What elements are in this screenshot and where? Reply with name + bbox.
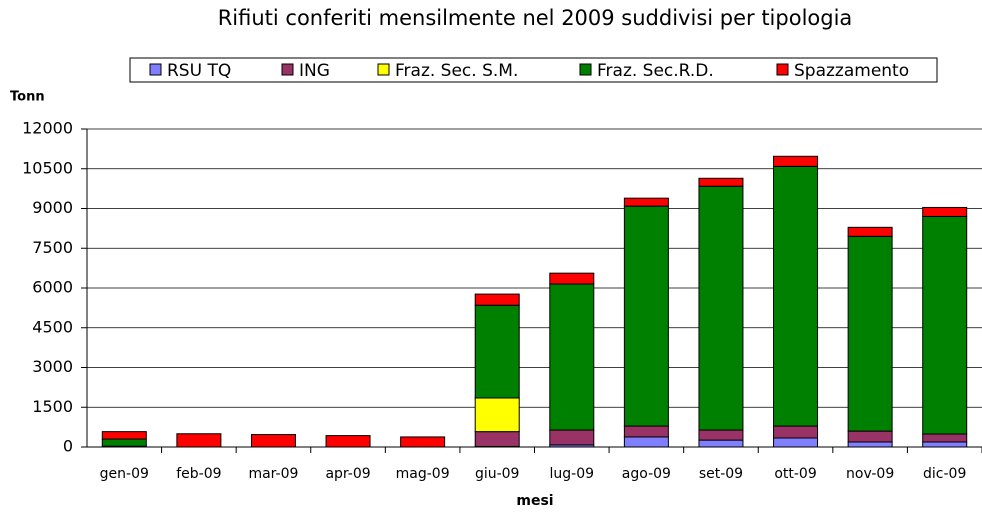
bar-segment: [549, 429, 595, 446]
bar-segment: [922, 206, 968, 217]
x-tick-label: dic-09: [923, 466, 966, 482]
bar-segment: [698, 439, 744, 448]
x-tick-label: giu-09: [475, 466, 520, 482]
y-tick-label: 3000: [32, 357, 73, 376]
bar-segment: [623, 197, 669, 207]
x-tick-label: set-09: [699, 466, 743, 482]
bar-segment: [773, 165, 819, 427]
bar-segment: [623, 436, 669, 448]
bar-segment: [698, 177, 744, 187]
bar-segment: [698, 185, 744, 431]
y-tick-label: 9000: [32, 198, 73, 217]
bar-segment: [922, 433, 968, 443]
bar-segment: [698, 429, 744, 441]
x-tick-label: nov-09: [846, 466, 894, 482]
bar-segment: [250, 434, 296, 448]
x-tick-label: gen-09: [100, 466, 149, 482]
legend-label: Fraz. Sec. S.M.: [395, 61, 518, 81]
bar-segment: [847, 430, 893, 443]
bar-segment: [549, 283, 595, 431]
bar-segment: [176, 433, 222, 448]
legend-swatch: [776, 63, 789, 76]
bar-segment: [773, 425, 819, 439]
y-tick-label: 4500: [32, 317, 73, 336]
y-tick-label: 7500: [32, 238, 73, 257]
bar-segment: [474, 293, 520, 306]
y-tick-label: 6000: [32, 278, 73, 297]
bar-segment: [847, 441, 893, 448]
bar-segment: [549, 272, 595, 285]
legend-label: ING: [299, 61, 330, 81]
bar-segment: [474, 397, 520, 433]
x-tick-label: mag-09: [396, 466, 450, 482]
legend-swatch: [377, 63, 390, 76]
legend-label: Spazzamento: [794, 61, 909, 81]
y-tick-label: 12000: [22, 119, 73, 138]
legend-swatch: [149, 63, 162, 76]
y-tick-label: 1500: [32, 397, 73, 416]
bar-segment: [474, 431, 520, 447]
legend-box: [129, 57, 938, 83]
legend-label: RSU TQ: [167, 61, 231, 81]
bar-segment: [101, 438, 147, 447]
y-axis-label: Tonn: [10, 90, 45, 105]
x-tick-label: feb-09: [176, 466, 221, 482]
chart-title: Rifiuti conferiti mensilmente nel 2009 s…: [218, 6, 853, 30]
x-tick-label: ott-09: [774, 466, 816, 482]
bar-segment: [847, 235, 893, 432]
x-tick-label: apr-09: [325, 466, 370, 482]
legend-label: Fraz. Sec.R.D.: [597, 61, 714, 81]
x-tick-label: lug-09: [550, 466, 595, 482]
legend-swatch: [579, 63, 592, 76]
bar-segment: [922, 441, 968, 448]
y-tick-label: 0: [63, 437, 73, 456]
bar-segment: [773, 155, 819, 167]
x-axis-label: mesi: [516, 493, 553, 509]
x-tick-label: ago-09: [622, 466, 671, 482]
legend-swatch: [281, 63, 294, 76]
x-tick-label: mar-09: [248, 466, 298, 482]
bar-segment: [773, 437, 819, 448]
y-tick-label: 10500: [22, 158, 73, 177]
bar-segment: [922, 215, 968, 435]
bar-segment: [474, 304, 520, 399]
bar-segment: [623, 205, 669, 427]
bar-segment: [325, 435, 371, 448]
bar-segment: [847, 226, 893, 237]
bar-segment: [623, 425, 669, 438]
bar-segment: [400, 436, 446, 448]
bar-segment: [101, 431, 147, 440]
